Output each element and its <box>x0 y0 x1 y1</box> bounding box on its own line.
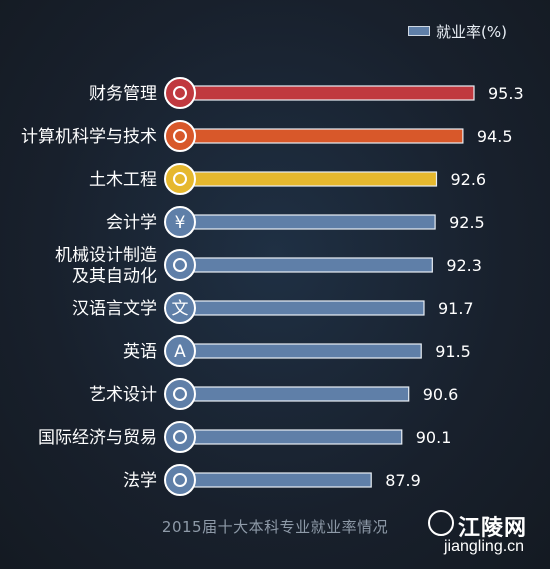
airplane-icon <box>164 421 196 453</box>
bar <box>191 128 464 144</box>
category-label: 土木工程 <box>89 170 157 190</box>
value-label: 90.6 <box>423 385 459 404</box>
brand-watermark: 江陵网 jiangling.cn <box>428 506 543 562</box>
value-label: 94.5 <box>477 127 513 146</box>
value-label: 92.3 <box>446 256 482 275</box>
category-label: 计算机科学与技术 <box>21 127 157 147</box>
bar <box>191 300 425 316</box>
bar <box>191 343 422 359</box>
bar <box>191 171 438 187</box>
value-label: 87.9 <box>385 471 421 490</box>
svg-text:文: 文 <box>172 299 189 319</box>
monitor-icon <box>164 120 196 152</box>
brand-name: 江陵网 <box>458 516 528 541</box>
value-label: 95.3 <box>488 84 524 103</box>
bar <box>191 214 436 230</box>
brand-url: jiangling.cn <box>444 538 525 555</box>
category-label: 法学 <box>123 471 157 491</box>
chart-title: 2015届十大本科专业就业率情况 <box>161 518 389 536</box>
bar <box>191 472 372 488</box>
legend-label: 就业率(%) <box>436 22 507 41</box>
category-label: 艺术设计 <box>89 385 157 405</box>
legend: 就业率(%) <box>408 20 507 42</box>
category-label: 会计学 <box>106 213 157 233</box>
letter-a-icon: A <box>164 335 196 367</box>
value-label: 91.7 <box>438 299 474 318</box>
value-label: 90.1 <box>416 428 452 447</box>
value-label: 92.6 <box>450 170 486 189</box>
bar <box>191 85 475 101</box>
category-label: 英语 <box>123 342 157 362</box>
svg-text:¥: ¥ <box>175 213 186 233</box>
bar <box>191 429 403 445</box>
category-label: 汉语言文学 <box>72 299 157 319</box>
value-label: 92.5 <box>449 213 485 232</box>
bar <box>191 257 433 273</box>
wen-character-icon: 文 <box>164 292 196 324</box>
piggy-bank-icon <box>164 77 196 109</box>
yen-icon: ¥ <box>164 206 196 238</box>
scales-icon <box>164 464 196 496</box>
category-label: 机械设计制造及其自动化 <box>55 246 157 287</box>
category-label: 国际经济与贸易 <box>38 428 157 448</box>
palette-icon <box>164 378 196 410</box>
wrench-icon <box>164 249 196 281</box>
trowel-icon <box>164 163 196 195</box>
value-label: 91.5 <box>435 342 471 361</box>
bar <box>191 386 410 402</box>
brand-logo-icon <box>428 510 454 536</box>
svg-text:A: A <box>174 342 186 362</box>
legend-swatch <box>408 26 430 36</box>
category-label: 财务管理 <box>89 84 157 104</box>
